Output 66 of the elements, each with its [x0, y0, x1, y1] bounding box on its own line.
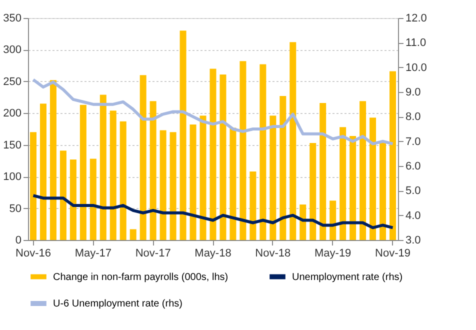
y2-tick-label: 8.0	[406, 111, 421, 124]
legend-label: Unemployment rate (rhs)	[292, 272, 403, 283]
line-series	[32, 78, 394, 146]
bar	[170, 132, 176, 240]
bar	[280, 96, 286, 240]
bar	[390, 71, 396, 240]
y2-tick-label: 6.0	[406, 160, 421, 172]
y-tick-label: 350	[3, 12, 22, 24]
bar	[70, 159, 76, 240]
bar	[140, 75, 146, 240]
bar	[220, 74, 226, 240]
bar	[190, 124, 196, 240]
bar	[160, 130, 166, 240]
x-tick-label: Nov-19	[375, 248, 410, 260]
bar	[60, 150, 66, 240]
bar	[120, 121, 126, 240]
bar	[80, 104, 86, 240]
x-tick-label: Nov-16	[16, 248, 51, 260]
y2-tick-label: 11.0	[406, 37, 426, 50]
x-tick-label: May-18	[194, 248, 232, 260]
bar	[380, 142, 386, 240]
bar	[330, 200, 336, 240]
y-tick-label: 300	[3, 44, 22, 56]
bar	[300, 204, 306, 240]
bar	[360, 101, 366, 240]
bar	[260, 64, 266, 240]
line-series	[32, 194, 394, 230]
y-tick-label: 250	[3, 76, 22, 88]
bar	[370, 118, 376, 240]
legend-label: Change in non-farm payrolls (000s, lhs)	[53, 272, 228, 283]
bar	[90, 158, 96, 240]
y2-tick-label: 9.0	[406, 86, 421, 98]
y2-tick-label: 4.0	[406, 210, 421, 222]
bar	[250, 171, 256, 240]
bar	[340, 127, 346, 240]
bar	[200, 116, 206, 240]
bar	[310, 142, 316, 240]
bar	[240, 61, 246, 240]
bar	[50, 80, 56, 240]
x-tick-label: Nov-18	[255, 248, 291, 260]
bar	[350, 136, 356, 240]
y2-tick-label: 5.0	[406, 185, 421, 198]
y-tick-label: 150	[3, 139, 22, 152]
y2-tick-label: 3.0	[406, 234, 421, 246]
bar	[110, 110, 116, 240]
y2-tick-label: 12.0	[406, 12, 427, 24]
bar	[270, 116, 276, 240]
bar	[130, 229, 136, 240]
x-tick-label: May-19	[314, 248, 352, 260]
bar	[230, 128, 236, 240]
y-tick-label: 200	[3, 108, 22, 120]
bar	[320, 102, 326, 240]
y2-tick-label: 7.0	[406, 136, 421, 148]
bar	[30, 132, 36, 240]
bar	[100, 94, 106, 240]
y-tick-label: 0	[15, 234, 22, 246]
x-tick-label: May-17	[74, 248, 112, 260]
bar	[40, 104, 46, 240]
bar	[180, 30, 186, 240]
bar	[150, 101, 156, 240]
legend-label: U-6 Unemployment rate (rhs)	[53, 298, 182, 310]
y-tick-label: 50	[9, 202, 22, 215]
y-tick-label: 100	[3, 171, 22, 184]
x-tick-label: Nov-17	[135, 248, 171, 260]
bar	[290, 42, 296, 240]
y2-tick-label: 10.0	[406, 62, 427, 74]
